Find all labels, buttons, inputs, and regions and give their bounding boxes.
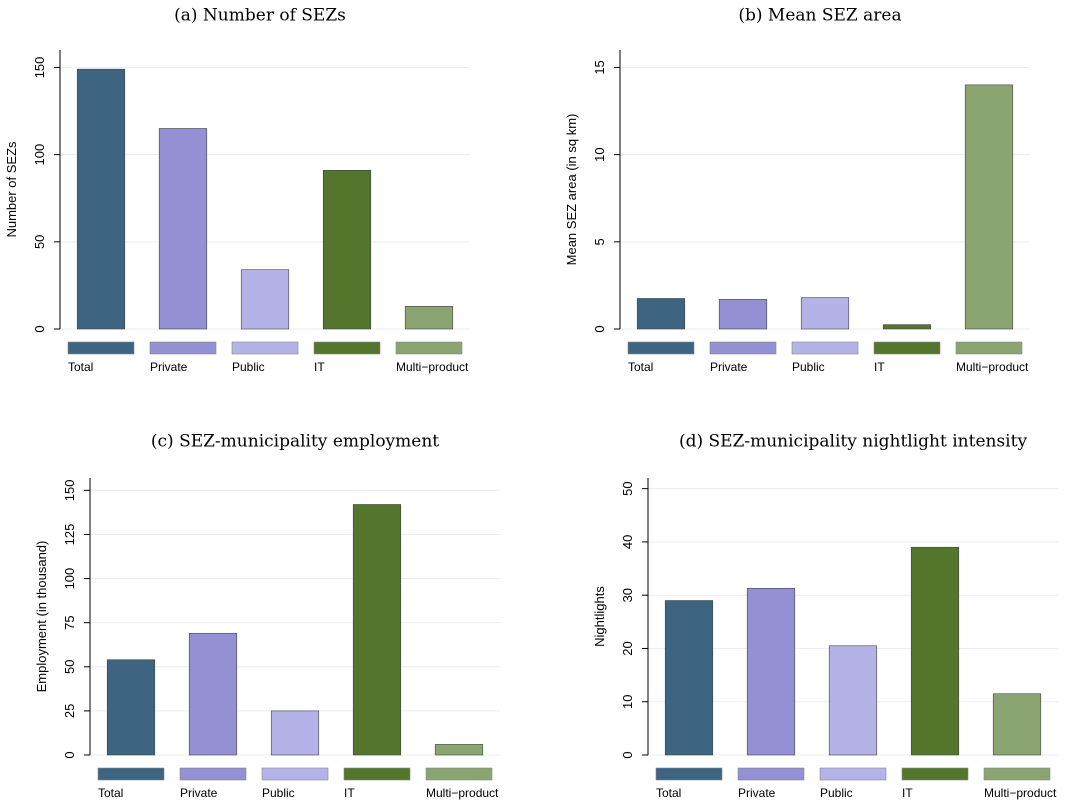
y-tick-label: 15 (592, 60, 607, 74)
panel-title: (a) Number of SEZs (174, 6, 346, 26)
y-tick-label: 100 (32, 144, 47, 166)
legend-label: Multi−product (426, 786, 499, 800)
legend-label: Total (68, 360, 93, 374)
legend-label: Private (738, 786, 776, 800)
bar (882, 324, 932, 330)
legend-label: IT (902, 786, 913, 800)
y-tick-label: 0 (592, 325, 607, 332)
bar (746, 587, 796, 756)
legend-label: Private (710, 360, 748, 374)
legend-label: IT (344, 786, 355, 800)
legend-swatch (395, 341, 463, 355)
legend-swatch (819, 767, 887, 781)
legend-swatch (343, 767, 411, 781)
y-tick-label: 20 (620, 641, 635, 655)
bar (352, 504, 402, 756)
y-tick-label: 125 (62, 524, 77, 546)
legend-label: Multi−product (984, 786, 1057, 800)
y-tick-label: 25 (62, 704, 77, 718)
bar (992, 693, 1042, 756)
y-tick-label: 50 (62, 660, 77, 674)
legend-label: Public (820, 786, 853, 800)
y-axis-label: Mean SEZ area (in sq km) (564, 114, 579, 266)
legend-label: Total (628, 360, 653, 374)
legend-swatch (97, 767, 165, 781)
bar (270, 710, 320, 756)
panel-title: (c) SEZ-municipality employment (151, 432, 439, 452)
y-tick-label: 10 (592, 147, 607, 161)
legend-swatch (873, 341, 941, 355)
y-axis-label: Nightlights (592, 586, 607, 647)
bar (76, 68, 126, 330)
legend-swatch (149, 341, 217, 355)
legend-swatch (425, 767, 493, 781)
y-tick-label: 0 (62, 751, 77, 758)
panel-title: (d) SEZ-municipality nightlight intensit… (679, 432, 1028, 452)
legend-label: Private (180, 786, 218, 800)
bar (800, 297, 850, 330)
bar (158, 128, 208, 330)
y-tick-label: 10 (620, 694, 635, 708)
bar (188, 632, 238, 756)
legend-swatch (737, 767, 805, 781)
bar (434, 744, 484, 756)
y-tick-label: 50 (620, 481, 635, 495)
legend-label: Multi−product (396, 360, 469, 374)
legend-swatch (655, 767, 723, 781)
y-tick-label: 150 (32, 57, 47, 79)
y-tick-label: 5 (592, 238, 607, 245)
legend-label: IT (874, 360, 885, 374)
legend-swatch (313, 341, 381, 355)
y-axis-label: Employment (in thousand) (34, 541, 49, 693)
y-tick-label: 0 (620, 751, 635, 758)
legend-swatch (179, 767, 247, 781)
panel-title: (b) Mean SEZ area (738, 6, 901, 26)
legend-swatch (955, 341, 1023, 355)
bar (240, 269, 290, 330)
bar (404, 306, 454, 330)
bar (910, 546, 960, 756)
y-tick-label: 50 (32, 235, 47, 249)
y-axis-label: Number of SEZs (4, 141, 19, 238)
legend-label: Public (792, 360, 825, 374)
legend-label: Total (98, 786, 123, 800)
bar (828, 645, 878, 756)
bar (322, 170, 372, 330)
legend-label: IT (314, 360, 325, 374)
y-tick-label: 150 (62, 479, 77, 501)
legend-swatch (709, 341, 777, 355)
y-tick-label: 30 (620, 588, 635, 602)
legend-label: Public (262, 786, 295, 800)
y-tick-label: 40 (620, 535, 635, 549)
y-tick-label: 75 (62, 615, 77, 629)
y-tick-label: 0 (32, 325, 47, 332)
legend-swatch (627, 341, 695, 355)
legend-label: Public (232, 360, 265, 374)
legend-label: Multi−product (956, 360, 1029, 374)
legend-label: Total (656, 786, 681, 800)
legend-swatch (791, 341, 859, 355)
legend-swatch (901, 767, 969, 781)
bar (636, 298, 686, 330)
bar (964, 84, 1014, 330)
legend-swatch (231, 341, 299, 355)
legend-label: Private (150, 360, 188, 374)
bar (106, 659, 156, 756)
bar (718, 299, 768, 330)
bar (664, 600, 714, 756)
legend-swatch (983, 767, 1051, 781)
y-tick-label: 100 (62, 568, 77, 590)
legend-swatch (67, 341, 135, 355)
legend-swatch (261, 767, 329, 781)
